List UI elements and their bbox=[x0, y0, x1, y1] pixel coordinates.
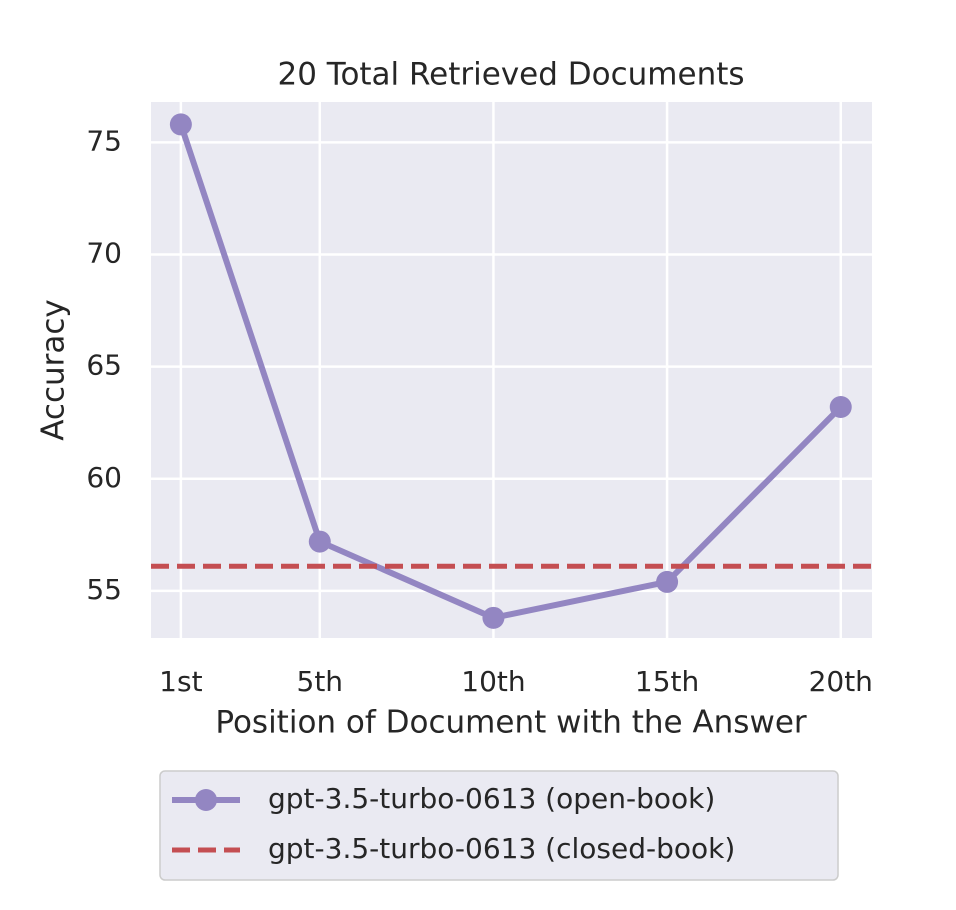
data-point bbox=[308, 530, 331, 553]
data-point bbox=[169, 113, 192, 136]
data-point bbox=[829, 396, 852, 419]
x-tick-label: 20th bbox=[809, 665, 873, 698]
legend-label: gpt-3.5-turbo-0613 (open-book) bbox=[268, 782, 715, 815]
x-tick-label: 15th bbox=[635, 665, 699, 698]
x-tick-label: 5th bbox=[297, 665, 344, 698]
legend-marker bbox=[195, 789, 217, 811]
data-point bbox=[482, 606, 505, 629]
y-tick-label: 65 bbox=[86, 349, 122, 382]
x-tick-label: 10th bbox=[461, 665, 525, 698]
x-axis-label: Position of Document with the Answer bbox=[215, 705, 807, 741]
y-axis-label: Accuracy bbox=[36, 299, 72, 441]
y-tick-label: 60 bbox=[86, 461, 122, 494]
x-tick-label: 1st bbox=[159, 665, 202, 698]
chart-title: 20 Total Retrieved Documents bbox=[277, 57, 744, 93]
legend-label: gpt-3.5-turbo-0613 (closed-book) bbox=[268, 832, 735, 865]
y-tick-label: 75 bbox=[86, 124, 122, 157]
legend bbox=[159, 770, 839, 881]
data-point bbox=[656, 570, 679, 593]
y-tick-label: 70 bbox=[86, 237, 122, 270]
y-tick-label: 55 bbox=[86, 573, 122, 606]
plot-area bbox=[151, 102, 872, 638]
